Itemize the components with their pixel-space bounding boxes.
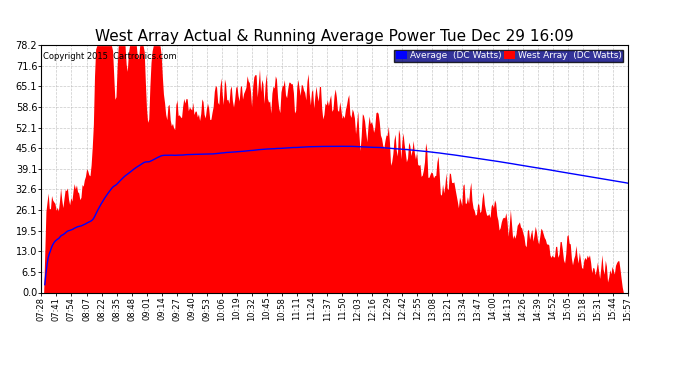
Text: Copyright 2015  Cartronics.com: Copyright 2015 Cartronics.com — [43, 53, 176, 62]
Legend: Average  (DC Watts), West Array  (DC Watts): Average (DC Watts), West Array (DC Watts… — [395, 50, 623, 62]
Title: West Array Actual & Running Average Power Tue Dec 29 16:09: West Array Actual & Running Average Powe… — [95, 29, 574, 44]
